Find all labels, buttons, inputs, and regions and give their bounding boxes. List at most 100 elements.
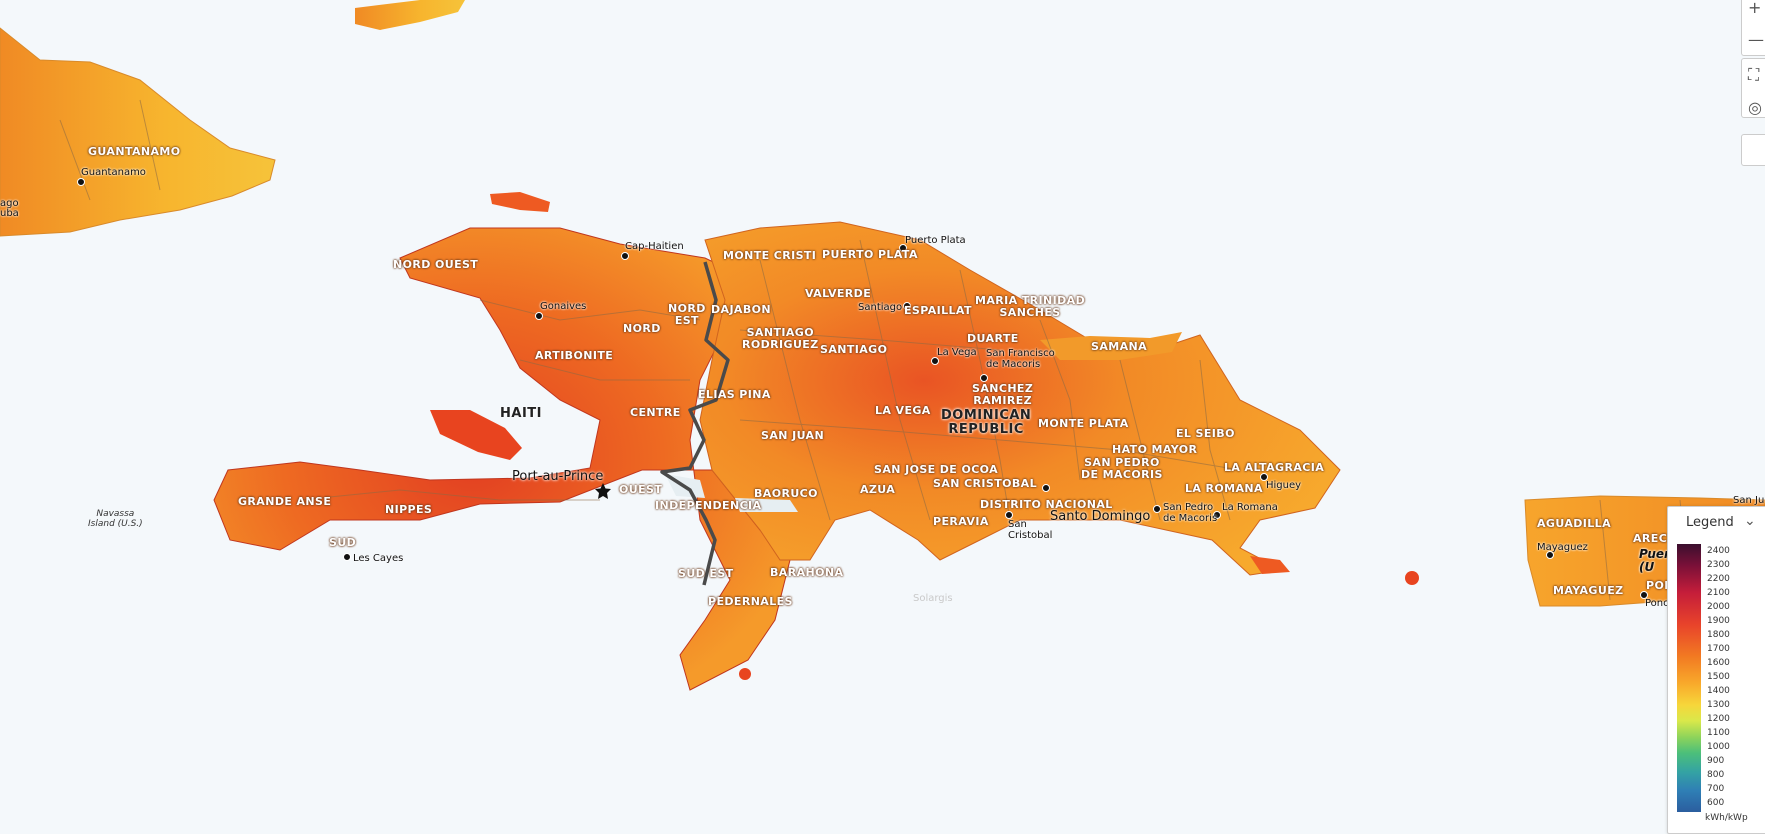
legend-tick: 2000 bbox=[1707, 602, 1730, 612]
city-label: uba bbox=[0, 208, 19, 219]
legend-tick: 600 bbox=[1707, 798, 1725, 808]
country-label: DOMINICAN REPUBLIC bbox=[941, 408, 1032, 437]
region-label: LA ROMANA bbox=[1185, 482, 1263, 495]
city-dot bbox=[931, 357, 939, 365]
legend-tick: 1400 bbox=[1707, 686, 1730, 696]
region-label: GUANTANAMO bbox=[88, 145, 181, 158]
city-dot bbox=[621, 252, 629, 260]
legend-tick: 2100 bbox=[1707, 588, 1730, 598]
locate-icon[interactable]: ◎ bbox=[1748, 97, 1762, 117]
city-label: ago bbox=[0, 198, 19, 209]
region-label: SAN JOSE DE OCOA bbox=[874, 463, 999, 476]
legend-tick: 700 bbox=[1707, 784, 1725, 794]
legend-tick: 1800 bbox=[1707, 630, 1730, 640]
region-label: DISTRITO NACIONAL bbox=[980, 498, 1113, 511]
region-label: BAORUCO bbox=[754, 487, 818, 500]
region-label: NORD EST bbox=[668, 302, 706, 327]
city-label: Higuey bbox=[1266, 480, 1302, 491]
region-label: SAN JUAN bbox=[761, 429, 825, 442]
city-label: San Francisco de Macoris bbox=[986, 348, 1055, 370]
city-dot bbox=[1260, 473, 1268, 481]
city-dot bbox=[1005, 511, 1013, 519]
samana-peninsula bbox=[1040, 332, 1182, 360]
legend-tick: 900 bbox=[1707, 756, 1725, 766]
region-label: SAMANA bbox=[1091, 340, 1148, 353]
region-label: SANTIAGO bbox=[820, 343, 888, 356]
region-label: INDEPENDENCIA bbox=[655, 499, 762, 512]
capital-label: Santo Domingo bbox=[1050, 509, 1151, 524]
city-dot bbox=[1213, 511, 1221, 519]
cuba-landmass bbox=[0, 27, 276, 237]
region-label: HATO MAYOR bbox=[1112, 443, 1198, 456]
watermark: Solargis bbox=[913, 593, 953, 604]
zoom-in-button[interactable]: + bbox=[1748, 0, 1762, 17]
extra-control[interactable] bbox=[1741, 134, 1765, 166]
legend-unit: kWh/kWp bbox=[1705, 813, 1748, 823]
region-label: SANCHEZ RAMIREZ bbox=[972, 382, 1034, 407]
cuba-top-fragment bbox=[355, 0, 465, 30]
country-label: HAITI bbox=[500, 406, 542, 421]
region-label: SANTIAGO RODRIGUEZ bbox=[742, 326, 819, 351]
region-label: SAN PEDRO DE MACORIS bbox=[1081, 456, 1163, 481]
city-dot bbox=[899, 244, 907, 252]
legend-tick: 1200 bbox=[1707, 714, 1730, 724]
region-label: DAJABON bbox=[711, 303, 771, 316]
zoom-out-button[interactable]: — bbox=[1748, 29, 1764, 49]
gonave-island bbox=[430, 410, 522, 460]
city-dot bbox=[77, 178, 85, 186]
fullscreen-icon[interactable]: ⛶ bbox=[1748, 65, 1760, 84]
legend-tick: 1700 bbox=[1707, 644, 1730, 654]
legend-tick: 2200 bbox=[1707, 574, 1730, 584]
city-label: Les Cayes bbox=[353, 553, 404, 564]
region-label: PEDERNALES bbox=[708, 595, 793, 608]
city-label: Puer (U bbox=[1639, 547, 1670, 574]
beata-island bbox=[739, 668, 751, 680]
legend-tick: 1900 bbox=[1707, 616, 1730, 626]
region-label: SUD bbox=[329, 536, 357, 549]
haiti-landmass bbox=[213, 227, 791, 691]
region-label: PON bbox=[1646, 579, 1674, 592]
region-label: LA ALTAGRACIA bbox=[1224, 461, 1325, 474]
water-label: Navassa Island (U.S.) bbox=[88, 509, 143, 529]
region-label: AZUA bbox=[860, 483, 896, 496]
legend-tick: 1300 bbox=[1707, 700, 1730, 710]
haiti-dr-border bbox=[660, 261, 730, 586]
legend-tick: 2300 bbox=[1707, 560, 1730, 570]
legend-title[interactable]: Legend bbox=[1686, 515, 1734, 530]
legend-color-bar bbox=[1677, 544, 1701, 812]
city-label: Puerto Plata bbox=[905, 235, 966, 246]
region-label: VALVERDE bbox=[805, 287, 872, 300]
city-label: San Pedro de Macoris bbox=[1163, 502, 1218, 524]
city-label: San Ju bbox=[1733, 495, 1765, 506]
legend-tick: 2400 bbox=[1707, 546, 1730, 556]
legend-tick: 1100 bbox=[1707, 728, 1730, 738]
region-label: LA VEGA bbox=[875, 404, 931, 417]
lake-enriquillo bbox=[735, 498, 798, 512]
legend-tick: 800 bbox=[1707, 770, 1725, 780]
chevron-down-icon[interactable]: ⌄ bbox=[1744, 513, 1756, 529]
region-label: MONTE CRISTI bbox=[723, 249, 817, 262]
city-label: Guantanamo bbox=[81, 167, 146, 178]
legend-ticks: 2400 2300 2200 2100 2000 1900 1800 1700 1600 1500… bbox=[1707, 544, 1730, 810]
city-label: La Romana bbox=[1222, 502, 1278, 513]
tortuga-island bbox=[490, 192, 550, 212]
region-label: BARAHONA bbox=[770, 566, 844, 579]
city-dot bbox=[1546, 551, 1554, 559]
city-label: Mayaguez bbox=[1537, 542, 1588, 553]
city-label: San Cristobal bbox=[1008, 519, 1053, 541]
legend-tick: 1600 bbox=[1707, 658, 1730, 668]
city-dot bbox=[1042, 484, 1050, 492]
legend-panel: Legend ⌄ 2400 2300 2200 2100 2000 1900 1800 170… bbox=[1667, 506, 1765, 834]
city-dot bbox=[1153, 505, 1161, 513]
capital-label: Port-au-Prince bbox=[512, 469, 604, 484]
city-label: Gonaives bbox=[540, 301, 587, 312]
region-label: ESPAILLAT bbox=[904, 304, 972, 317]
region-label: MAYAGUEZ bbox=[1553, 584, 1624, 597]
city-dot bbox=[535, 312, 543, 320]
region-label: GRANDE ANSE bbox=[238, 495, 332, 508]
region-label: ELIAS PINA bbox=[698, 388, 771, 401]
region-label: AGUADILLA bbox=[1537, 517, 1612, 530]
city-dot bbox=[903, 302, 911, 310]
region-label: PERAVIA bbox=[933, 515, 989, 528]
